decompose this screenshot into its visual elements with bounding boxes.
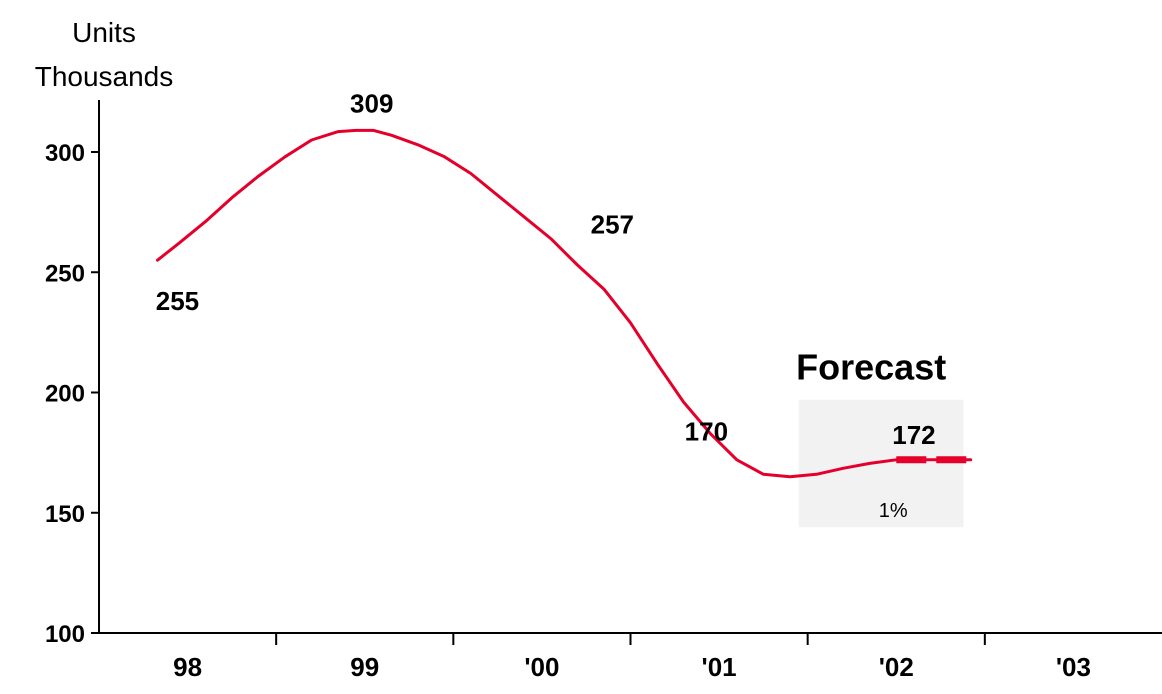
y-tick-label-150: 150 (45, 501, 85, 528)
y-axis-title-line-2: Thousands (35, 61, 174, 92)
series-layer (156, 128, 973, 479)
y-tick-label-100: 100 (45, 621, 85, 648)
data-label-1: 309 (350, 88, 393, 118)
x-tick-label-4: '02 (879, 652, 914, 682)
data-label-4: 172 (892, 420, 935, 450)
x-tick-label-0: 98 (173, 652, 202, 682)
y-tick-label-200: 200 (45, 381, 85, 408)
forecast-shaded-area (798, 399, 964, 528)
data-label-3: 170 (685, 417, 728, 447)
y-tick-label-250: 250 (45, 260, 85, 287)
y-axis-title-line-1: Units (72, 17, 136, 48)
y-axis-title: Units Thousands (35, 17, 174, 92)
x-tick-label-5: '03 (1056, 652, 1091, 682)
forecast-region: Forecast 1% (796, 347, 964, 528)
x-tick-label-1: 99 (350, 652, 379, 682)
axes (98, 100, 1162, 634)
forecast-title: Forecast (796, 347, 946, 388)
data-label-0: 255 (156, 286, 199, 316)
forecast-growth-rate: 1% (879, 500, 908, 522)
x-tick-label-3: '01 (702, 652, 737, 682)
data-label-2: 257 (591, 209, 634, 239)
x-tick-label-2: '00 (524, 652, 559, 682)
axis-ticks: 100 150 200 250 300 98 99 '00 '01 '02 '03 (45, 140, 1091, 682)
y-tick-label-300: 300 (45, 140, 85, 167)
series-line-0 (156, 128, 973, 479)
data-labels: 255 309 257 170 172 (156, 88, 936, 449)
